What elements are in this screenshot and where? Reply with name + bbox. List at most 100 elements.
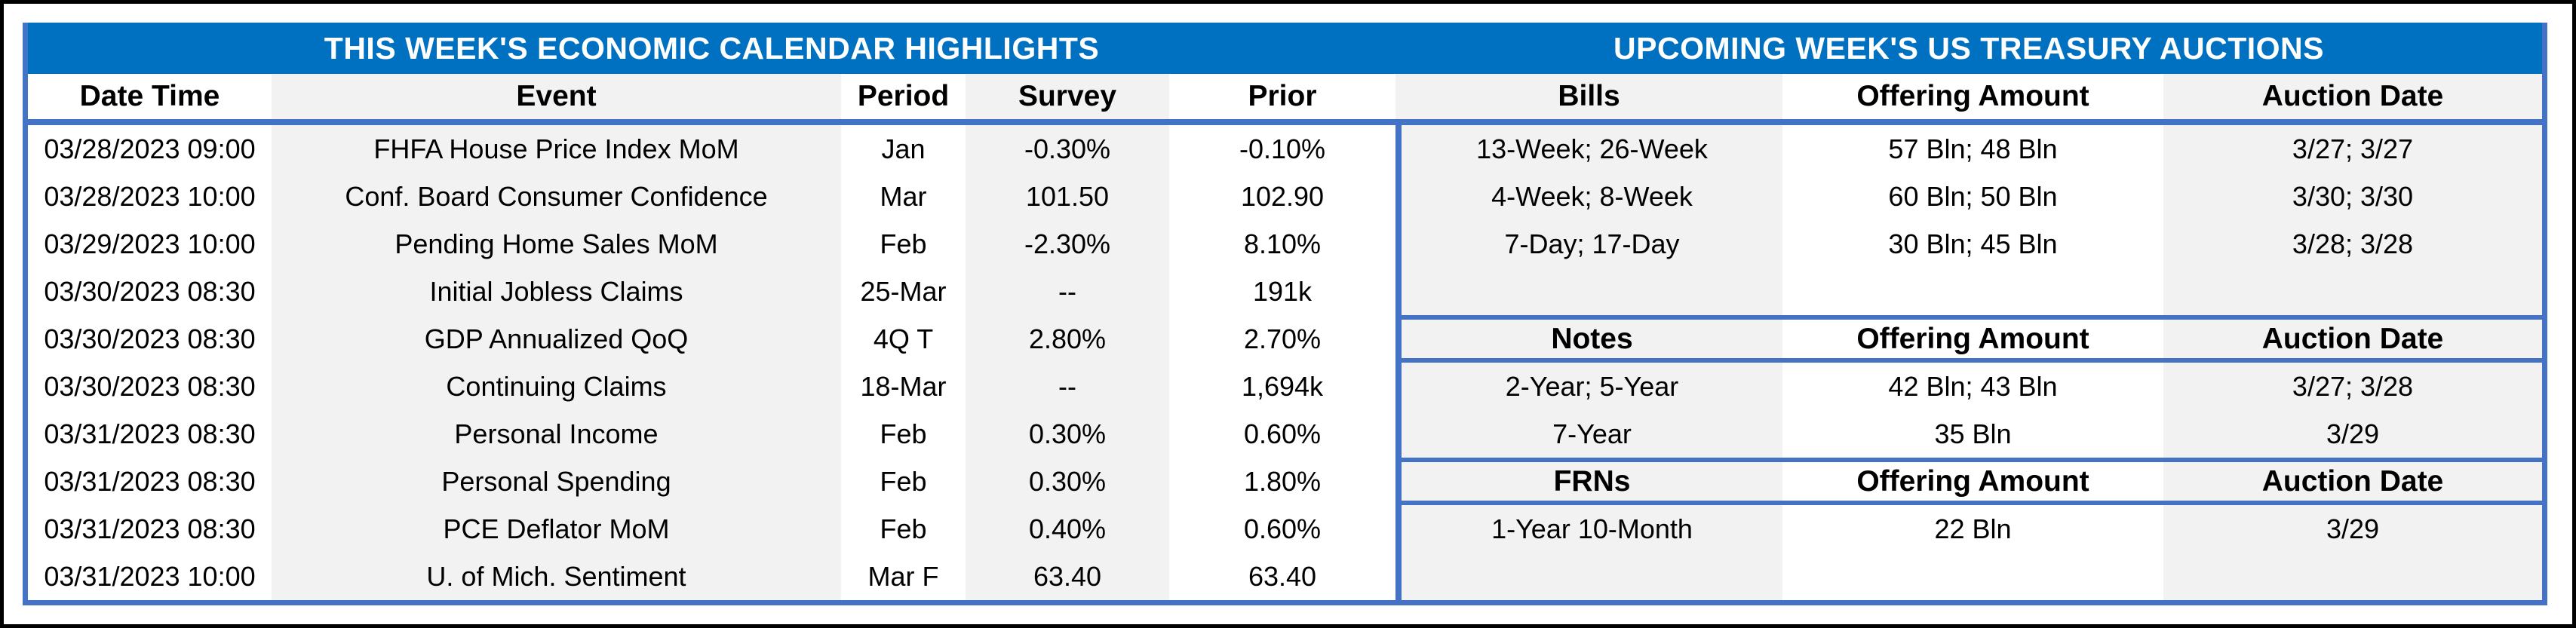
cell-period: 25-Mar — [841, 268, 966, 315]
cell-event: Personal Spending — [272, 458, 841, 505]
cell-date-time: 03/30/2023 08:30 — [28, 363, 272, 410]
cell-event: Conf. Board Consumer Confidence — [272, 173, 841, 220]
cell-prior: 0.60% — [1169, 410, 1395, 458]
cell-survey: -- — [966, 363, 1169, 410]
cell-auction-date: 3/30; 3/30 — [2163, 173, 2542, 220]
section-header-offering-amount: Offering Amount — [1782, 315, 2163, 363]
right-table-rows: 13-Week; 26-Week 57 Bln; 48 Bln 3/27; 3/27… — [1395, 125, 2542, 600]
cell-offering-amount: 22 Bln — [1782, 505, 2163, 553]
left-header-cells: Date Time Event Period Survey Prior — [28, 74, 1395, 119]
cell-survey: 2.80% — [966, 315, 1169, 363]
cell-period: Feb — [841, 458, 966, 505]
cell-bills — [1402, 268, 1782, 315]
cell-survey: -0.30% — [966, 125, 1169, 173]
cell-offering-amount — [1782, 268, 2163, 315]
cell-bills: 4-Week; 8-Week — [1402, 173, 1782, 220]
column-header-bills: Bills — [1395, 74, 1782, 119]
cell-bills: 13-Week; 26-Week — [1402, 125, 1782, 173]
column-header-period: Period — [841, 74, 966, 119]
cell-event: GDP Annualized QoQ — [272, 315, 841, 363]
cell-event: PCE Deflator MoM — [272, 505, 841, 553]
cell-prior: 8.10% — [1169, 220, 1395, 268]
section-header-notes: Notes — [1402, 315, 1782, 363]
cell-survey: 63.40 — [966, 553, 1169, 600]
cell-date-time: 03/29/2023 10:00 — [28, 220, 272, 268]
cell-survey: 101.50 — [966, 173, 1169, 220]
cell-prior: 191k — [1169, 268, 1395, 315]
cell-offering-amount: 30 Bln; 45 Bln — [1782, 220, 2163, 268]
section-header-auction-date: Auction Date — [2163, 458, 2542, 505]
cell-offering-amount: 42 Bln; 43 Bln — [1782, 363, 2163, 410]
left-table-title: THIS WEEK'S ECONOMIC CALENDAR HIGHLIGHTS — [324, 30, 1100, 66]
cell-auction-date: 3/27; 3/28 — [2163, 363, 2542, 410]
cell-survey: -- — [966, 268, 1169, 315]
cell-survey: 0.30% — [966, 458, 1169, 505]
right-header-cells: Bills Offering Amount Auction Date — [1395, 74, 2542, 119]
cell-prior: 0.60% — [1169, 505, 1395, 553]
cell-offering-amount: 60 Bln; 50 Bln — [1782, 173, 2163, 220]
section-header-frns: FRNs — [1402, 458, 1782, 505]
column-header-event: Event — [272, 74, 841, 119]
column-header-survey: Survey — [966, 74, 1169, 119]
cell-offering-amount: 35 Bln — [1782, 410, 2163, 458]
cell-offering-amount — [1782, 553, 2163, 600]
data-rows-area: 03/28/2023 09:00 FHFA House Price Index M… — [28, 125, 2542, 600]
cell-period: Feb — [841, 505, 966, 553]
cell-offering-amount: 57 Bln; 48 Bln — [1782, 125, 2163, 173]
cell-period: Jan — [841, 125, 966, 173]
left-table-rows: 03/28/2023 09:00 FHFA House Price Index M… — [28, 125, 1395, 600]
title-band: THIS WEEK'S ECONOMIC CALENDAR HIGHLIGHTS… — [28, 23, 2542, 74]
cell-event: Personal Income — [272, 410, 841, 458]
cell-date-time: 03/31/2023 08:30 — [28, 505, 272, 553]
cell-prior: -0.10% — [1169, 125, 1395, 173]
cell-event: Pending Home Sales MoM — [272, 220, 841, 268]
cell-date-time: 03/28/2023 09:00 — [28, 125, 272, 173]
economic-calendar-and-auctions-table: THIS WEEK'S ECONOMIC CALENDAR HIGHLIGHTS… — [23, 23, 2547, 605]
cell-prior: 63.40 — [1169, 553, 1395, 600]
cell-auction-date: 3/29 — [2163, 505, 2542, 553]
column-header-offering-amount: Offering Amount — [1782, 74, 2163, 119]
cell-period: Mar F — [841, 553, 966, 600]
cell-date-time: 03/30/2023 08:30 — [28, 268, 272, 315]
cell-period: Feb — [841, 410, 966, 458]
cell-survey: -2.30% — [966, 220, 1169, 268]
cell-auction-date: 3/29 — [2163, 410, 2542, 458]
cell-prior: 1,694k — [1169, 363, 1395, 410]
cell-auction-date — [2163, 553, 2542, 600]
cell-event: Initial Jobless Claims — [272, 268, 841, 315]
section-header-offering-amount: Offering Amount — [1782, 458, 2163, 505]
cell-frns: 1-Year 10-Month — [1402, 505, 1782, 553]
cell-survey: 0.40% — [966, 505, 1169, 553]
cell-period: Mar — [841, 173, 966, 220]
cell-notes: 7-Year — [1402, 410, 1782, 458]
cell-date-time: 03/30/2023 08:30 — [28, 315, 272, 363]
cell-period: Feb — [841, 220, 966, 268]
cell-survey: 0.30% — [966, 410, 1169, 458]
cell-date-time: 03/31/2023 10:00 — [28, 553, 272, 600]
column-header-auction-date: Auction Date — [2163, 74, 2542, 119]
cell-auction-date: 3/27; 3/27 — [2163, 125, 2542, 173]
cell-auction-date: 3/28; 3/28 — [2163, 220, 2542, 268]
right-table-title: UPCOMING WEEK'S US TREASURY AUCTIONS — [1613, 30, 2324, 66]
cell-period: 4Q T — [841, 315, 966, 363]
cell-event: FHFA House Price Index MoM — [272, 125, 841, 173]
cell-date-time: 03/31/2023 08:30 — [28, 410, 272, 458]
cell-period: 18-Mar — [841, 363, 966, 410]
cell-notes: 2-Year; 5-Year — [1402, 363, 1782, 410]
header-separator-line — [28, 119, 2542, 125]
cell-date-time: 03/28/2023 10:00 — [28, 173, 272, 220]
section-header-auction-date: Auction Date — [2163, 315, 2542, 363]
column-header-date-time: Date Time — [28, 74, 272, 119]
cell-auction-date — [2163, 268, 2542, 315]
cell-frns — [1402, 553, 1782, 600]
cell-event: Continuing Claims — [272, 363, 841, 410]
cell-prior: 102.90 — [1169, 173, 1395, 220]
cell-date-time: 03/31/2023 08:30 — [28, 458, 272, 505]
column-header-prior: Prior — [1169, 74, 1395, 119]
cell-prior: 1.80% — [1169, 458, 1395, 505]
cell-event: U. of Mich. Sentiment — [272, 553, 841, 600]
column-header-row: Date Time Event Period Survey Prior Bills Off… — [28, 74, 2542, 119]
cell-prior: 2.70% — [1169, 315, 1395, 363]
cell-bills: 7-Day; 17-Day — [1402, 220, 1782, 268]
